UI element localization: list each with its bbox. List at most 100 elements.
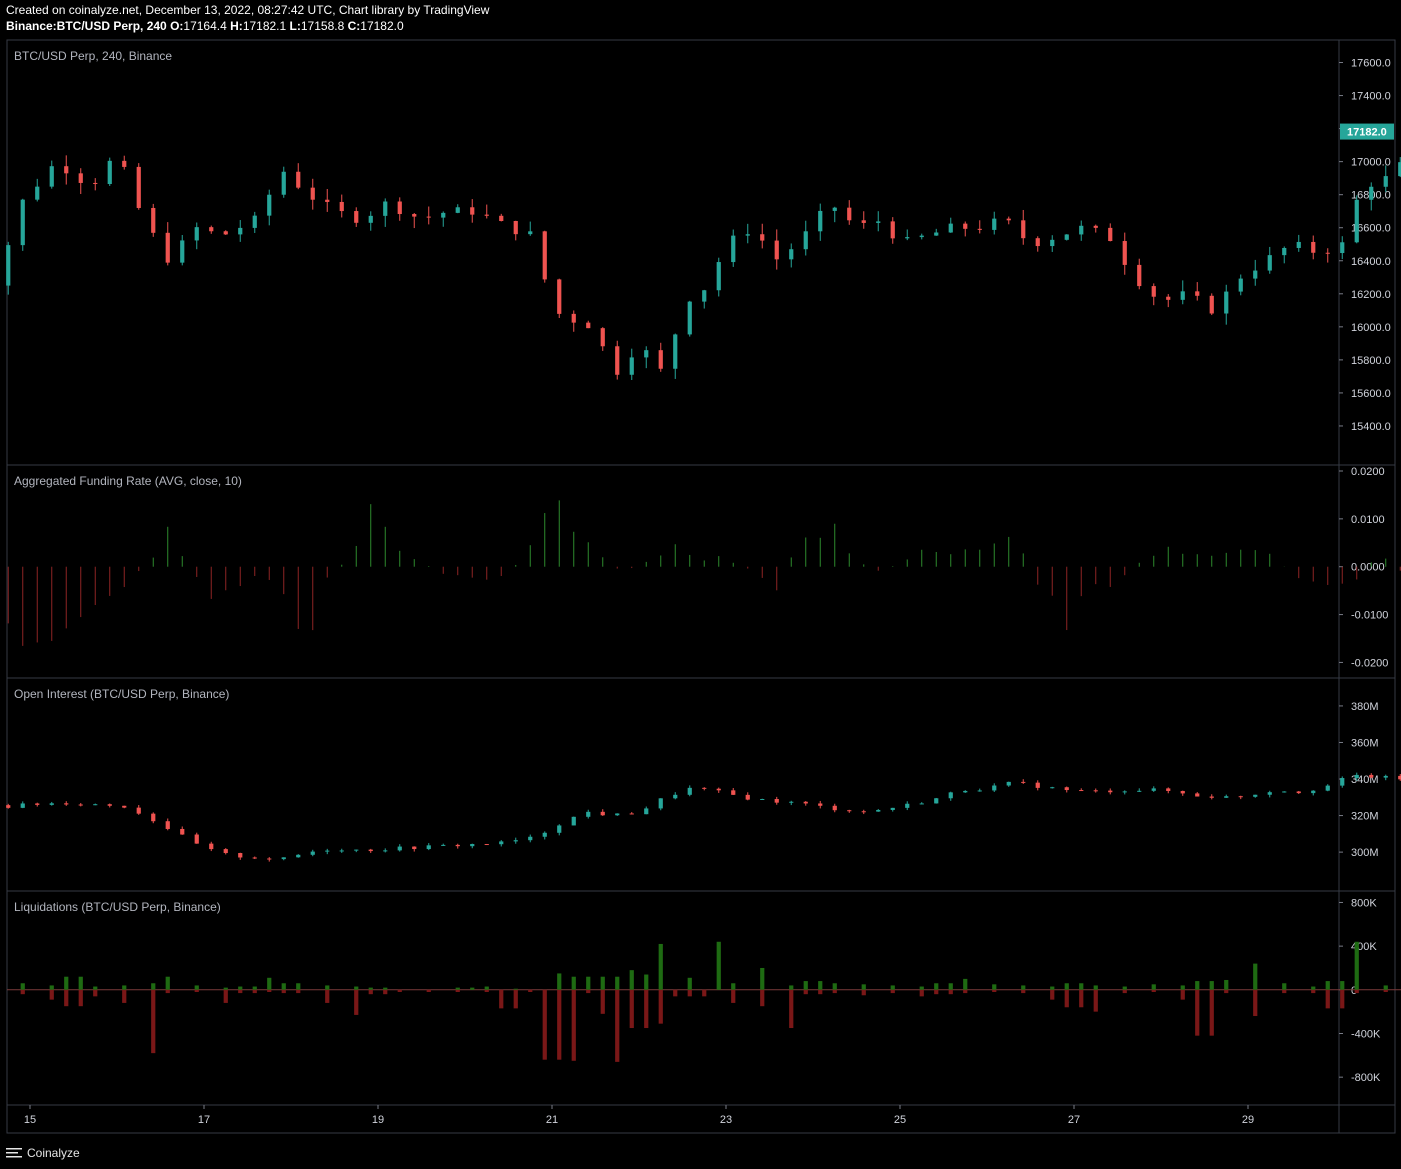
liquidation-short-bar: [484, 989, 489, 992]
price-candle: [1282, 247, 1287, 256]
brand-label[interactable]: Coinalyze: [27, 1146, 80, 1160]
oi-candle: [78, 804, 83, 806]
liquidation-short-bar: [861, 989, 866, 996]
oi-candle: [963, 790, 968, 793]
liquidation-short-bar: [267, 989, 272, 992]
open-value: 17164.4: [183, 19, 227, 33]
oi-candle: [252, 857, 257, 859]
liquidation-long-bar: [934, 983, 939, 990]
liquidation-short-bar: [571, 989, 576, 1061]
price-candle: [687, 301, 692, 335]
y-tick-label: 17000.0: [1351, 157, 1391, 169]
liquidation-short-bar: [1311, 989, 1316, 994]
oi-candle: [731, 790, 736, 795]
liquidation-short-bar: [1093, 989, 1098, 1012]
price-candle: [1238, 278, 1243, 292]
oi-candle: [49, 803, 54, 805]
liquidation-short-bar: [934, 989, 939, 995]
liquidation-short-bar: [368, 989, 373, 995]
price-candle: [615, 346, 620, 375]
y-tick-label: -400K: [1351, 1028, 1381, 1040]
low-label: L:: [289, 19, 301, 33]
pane-title-2: Open Interest (BTC/USD Perp, Binance): [14, 687, 229, 701]
liquidation-short-bar: [528, 989, 533, 992]
oi-candle: [426, 845, 431, 850]
liquidation-short-bar: [1151, 989, 1156, 992]
liquidation-long-bar: [151, 983, 156, 990]
oi-candle: [658, 798, 663, 809]
liquidation-long-bar: [658, 943, 663, 990]
liquidation-short-bar: [615, 989, 620, 1062]
oi-candle: [209, 843, 214, 850]
oi-candle: [847, 810, 852, 812]
oi-candle: [1224, 796, 1229, 798]
liquidation-long-bar: [1079, 983, 1084, 990]
liquidation-short-bar: [1050, 989, 1055, 1000]
price-candle: [1325, 252, 1330, 254]
oi-candle: [499, 841, 504, 845]
y-tick-label: 300M: [1351, 847, 1379, 859]
y-tick-label: -0.0200: [1351, 657, 1388, 669]
price-candle: [1079, 225, 1084, 235]
liquidation-long-bar: [1209, 981, 1214, 990]
oi-candle: [223, 849, 228, 854]
liquidation-short-bar: [513, 989, 518, 1009]
oi-candle: [1267, 792, 1272, 795]
price-candle: [194, 227, 199, 241]
oi-candle: [470, 844, 475, 847]
price-candle: [1035, 238, 1040, 247]
oi-candle: [1093, 790, 1098, 792]
y-tick-label: -800K: [1351, 1072, 1381, 1084]
liquidation-long-bar: [1383, 985, 1388, 990]
oi-candle: [818, 803, 823, 806]
price-candle: [818, 210, 823, 232]
x-tick-label: 27: [1068, 1114, 1080, 1126]
oi-candle: [1064, 787, 1069, 791]
liquidation-long-bar: [789, 985, 794, 990]
last-price-label: 17182.0: [1347, 127, 1387, 139]
y-tick-label: 15400.0: [1351, 421, 1391, 433]
price-candle: [354, 211, 359, 223]
liquidation-short-bar: [1064, 989, 1069, 1008]
oi-candle: [948, 792, 953, 799]
price-candle: [1151, 286, 1156, 297]
oi-candle: [1340, 778, 1345, 786]
oi-candle: [977, 790, 982, 792]
price-candle: [1398, 162, 1401, 177]
liquidation-bars: [7, 941, 1401, 1062]
liquidation-short-bar: [1079, 989, 1084, 1008]
liquidation-long-bar: [1195, 981, 1200, 990]
price-candle: [122, 160, 127, 167]
oi-candle: [1311, 790, 1316, 794]
liquidation-long-bar: [557, 973, 562, 990]
y-tick-label: 17400.0: [1351, 91, 1391, 103]
oi-candle: [1354, 774, 1359, 779]
high-label: H:: [230, 19, 243, 33]
x-tick-label: 15: [24, 1114, 36, 1126]
oi-candle: [1398, 775, 1401, 780]
oi-candle: [180, 828, 185, 835]
price-candle: [963, 223, 968, 229]
price-candle: [644, 350, 649, 358]
price-candle: [1195, 291, 1200, 296]
liquidation-short-bar: [1325, 989, 1330, 1009]
liquidation-long-bar: [513, 988, 518, 990]
price-candle: [267, 194, 272, 216]
oi-candle: [1253, 794, 1258, 797]
liquidation-long-bar: [992, 984, 997, 990]
liquidation-long-bar: [1311, 986, 1316, 990]
price-candle: [977, 228, 982, 230]
liquidation-short-bar: [992, 989, 997, 992]
liquidation-short-bar: [760, 989, 765, 1007]
liquidation-long-bar: [716, 941, 721, 990]
liquidation-long-bar: [1151, 984, 1156, 990]
oi-candle: [832, 805, 837, 811]
y-tick-label: 16000.0: [1351, 322, 1391, 334]
liquidation-short-bar: [586, 989, 591, 994]
liquidation-short-bar: [194, 989, 199, 992]
funding-bars: [7, 500, 1401, 646]
menu-lines-icon[interactable]: [6, 1146, 24, 1160]
oi-candle: [1079, 790, 1084, 792]
oi-candle: [93, 804, 98, 806]
